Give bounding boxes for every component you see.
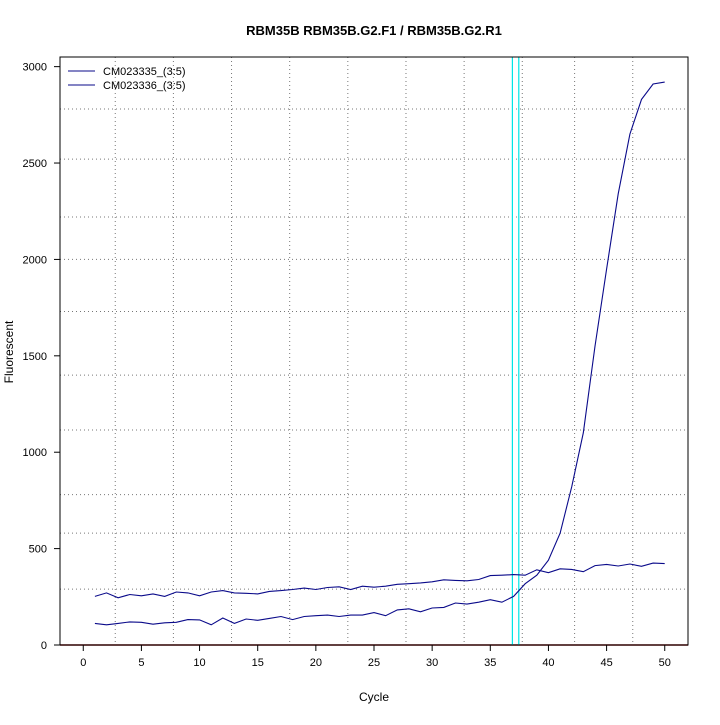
x-axis-label: Cycle <box>359 690 389 704</box>
series-lines <box>94 81 665 626</box>
x-tick-label: 30 <box>426 657 438 669</box>
series-line-2 <box>94 81 665 626</box>
axes: 0 5 10 15 20 25 30 35 40 45 5005001000150020002500… <box>23 62 671 669</box>
threshold-lines <box>511 57 520 645</box>
y-tick-label: 3000 <box>23 62 47 74</box>
x-tick-label: 15 <box>252 657 264 669</box>
y-tick-label: 2500 <box>23 158 47 170</box>
x-tick-label: 45 <box>600 657 612 669</box>
y-tick-label: 1000 <box>23 447 47 459</box>
x-tick-label: 25 <box>368 657 380 669</box>
legend: CM023335_(3:5) CM023336_(3:5) <box>68 66 186 92</box>
x-tick-label: 35 <box>484 657 496 669</box>
y-tick-label: 0 <box>41 640 47 652</box>
x-tick-label: 10 <box>193 657 205 669</box>
legend-entry-label: CM023336_(3:5) <box>103 80 186 92</box>
x-tick-label: 20 <box>310 657 322 669</box>
y-tick-label: 500 <box>29 544 47 556</box>
y-tick-label: 2000 <box>23 254 47 266</box>
y-tick-label: 1500 <box>23 351 47 363</box>
x-tick-label: 40 <box>542 657 554 669</box>
x-tick-label: 5 <box>138 657 144 669</box>
x-tick-label: 0 <box>80 657 86 669</box>
series-line-1 <box>94 562 665 599</box>
x-tick-label: 50 <box>659 657 671 669</box>
chart-title: RBM35B RBM35B.G2.F1 / RBM35B.G2.R1 <box>246 23 502 38</box>
legend-entry-label: CM023335_(3:5) <box>103 66 186 78</box>
y-axis-label: Fluorescent <box>2 320 16 383</box>
